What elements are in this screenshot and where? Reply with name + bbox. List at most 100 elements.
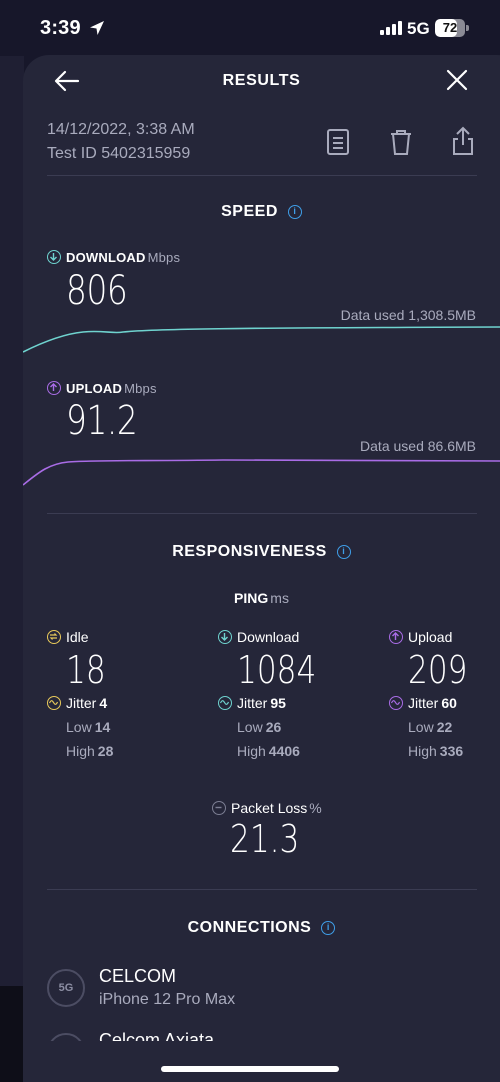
high-label: High	[66, 743, 95, 759]
battery-icon: 72	[435, 19, 469, 37]
background-sheet	[0, 56, 24, 986]
network-type: 5G	[407, 19, 430, 38]
upload-jitter-value: 60	[441, 695, 457, 711]
download-ping-value: 1084	[237, 648, 317, 692]
jitter-icon	[218, 696, 232, 710]
idle-low: Low 14	[66, 719, 110, 735]
idle-label: Idle	[47, 629, 89, 645]
back-arrow-icon[interactable]	[52, 66, 82, 96]
info-icon[interactable]: i	[287, 205, 302, 219]
low-label: Low	[237, 719, 263, 735]
ping-label: PING ms	[0, 590, 500, 606]
cellular-signal-icon	[380, 21, 402, 35]
speed-title-text: SPEED	[221, 203, 278, 220]
download-jitter: Jitter 95	[218, 695, 286, 711]
results-sheet	[23, 55, 500, 1082]
ping-label-text: PING	[234, 590, 269, 606]
download-label: DOWNLOAD Mbps	[47, 250, 180, 265]
download-high-value: 4406	[268, 743, 300, 759]
close-icon[interactable]	[443, 66, 471, 94]
status-bar: 3:39 5G 72	[0, 0, 500, 56]
upload-ping-label-text: Upload	[408, 629, 453, 645]
responsiveness-section-title: RESPONSIVENESS i	[0, 543, 500, 561]
upload-low: Low 22	[408, 719, 452, 735]
trash-icon[interactable]	[388, 128, 414, 156]
idle-ping-value: 18	[66, 648, 106, 692]
device-name: iPhone 12 Pro Max	[99, 991, 236, 1008]
share-icon[interactable]	[451, 126, 475, 156]
high-label: High	[408, 743, 437, 759]
upload-ping-value: 209	[408, 648, 468, 692]
download-arrow-icon	[47, 250, 61, 264]
packet-loss-label-text: Packet Loss	[231, 800, 308, 816]
upload-arrow-icon	[389, 630, 403, 644]
download-ping-label: Download	[218, 629, 299, 645]
details-list-icon[interactable]	[326, 128, 350, 156]
low-label: Low	[408, 719, 434, 735]
download-ping-label-text: Download	[237, 629, 300, 645]
upload-high: High 336	[408, 743, 463, 759]
jitter-icon	[389, 696, 403, 710]
high-label: High	[237, 743, 266, 759]
download-jitter-value: 95	[270, 695, 286, 711]
idle-high-value: 28	[97, 743, 114, 759]
divider	[47, 513, 477, 514]
connections-section-title: CONNECTIONS i	[0, 919, 500, 937]
download-graph	[23, 326, 500, 353]
upload-arrow-icon	[47, 381, 61, 395]
idle-high: High 28	[66, 743, 113, 759]
upload-jitter: Jitter 60	[389, 695, 457, 711]
upload-ping-label: Upload	[389, 629, 452, 645]
idle-jitter: Jitter 4	[47, 695, 107, 711]
idle-icon	[47, 630, 61, 644]
packet-loss-unit: %	[309, 800, 322, 816]
idle-label-text: Idle	[66, 629, 89, 645]
download-label-text: DOWNLOAD	[66, 250, 146, 265]
download-speed-value: 806	[66, 268, 128, 314]
scroll-clip	[23, 1041, 500, 1082]
download-high: High 4406	[237, 743, 300, 759]
responsiveness-title-text: RESPONSIVENESS	[172, 543, 327, 560]
download-data-used: Data used 1,308.5MB	[340, 307, 476, 323]
upload-speed-value: 91.2	[66, 398, 138, 444]
download-low-value: 26	[265, 719, 282, 735]
jitter-label: Jitter	[408, 695, 439, 711]
info-icon[interactable]: i	[336, 545, 351, 559]
info-icon[interactable]: i	[321, 921, 336, 935]
speed-section-title: SPEED i	[0, 203, 500, 221]
upload-low-value: 22	[436, 719, 453, 735]
upload-label: UPLOAD Mbps	[47, 381, 157, 396]
jitter-label: Jitter	[66, 695, 97, 711]
download-unit: Mbps	[147, 250, 181, 265]
divider	[47, 889, 477, 890]
background-sheet-bottom	[0, 986, 24, 1082]
download-low: Low 26	[237, 719, 281, 735]
upload-high-value: 336	[439, 743, 464, 759]
battery-fill	[435, 19, 457, 37]
packet-loss-value: 21.3	[230, 817, 300, 861]
battery-percent: 72	[442, 20, 458, 35]
home-indicator[interactable]	[161, 1066, 339, 1072]
idle-low-value: 14	[94, 719, 111, 735]
test-date: 14/12/2022, 3:38 AM	[47, 121, 195, 138]
idle-jitter-value: 4	[99, 695, 108, 711]
low-label: Low	[66, 719, 92, 735]
location-arrow-icon	[90, 21, 104, 35]
page-title: RESULTS	[222, 72, 301, 89]
jitter-icon	[47, 696, 61, 710]
jitter-label: Jitter	[237, 695, 268, 711]
upload-unit: Mbps	[124, 381, 157, 396]
packet-loss-label: Packet Loss%	[212, 800, 322, 816]
network-5g-badge-icon: 5G	[47, 969, 85, 1007]
status-time: 3:39	[40, 17, 81, 39]
test-id: Test ID 5402315959	[47, 145, 191, 162]
divider	[47, 175, 477, 176]
upload-label-text: UPLOAD	[66, 381, 123, 396]
ping-unit: ms	[270, 590, 289, 606]
download-arrow-icon	[218, 630, 232, 644]
connections-title-text: CONNECTIONS	[187, 919, 312, 936]
upload-data-used: Data used 86.6MB	[360, 438, 476, 454]
carrier-name: CELCOM	[99, 966, 177, 986]
upload-graph	[23, 459, 500, 486]
packet-loss-icon	[212, 801, 226, 815]
